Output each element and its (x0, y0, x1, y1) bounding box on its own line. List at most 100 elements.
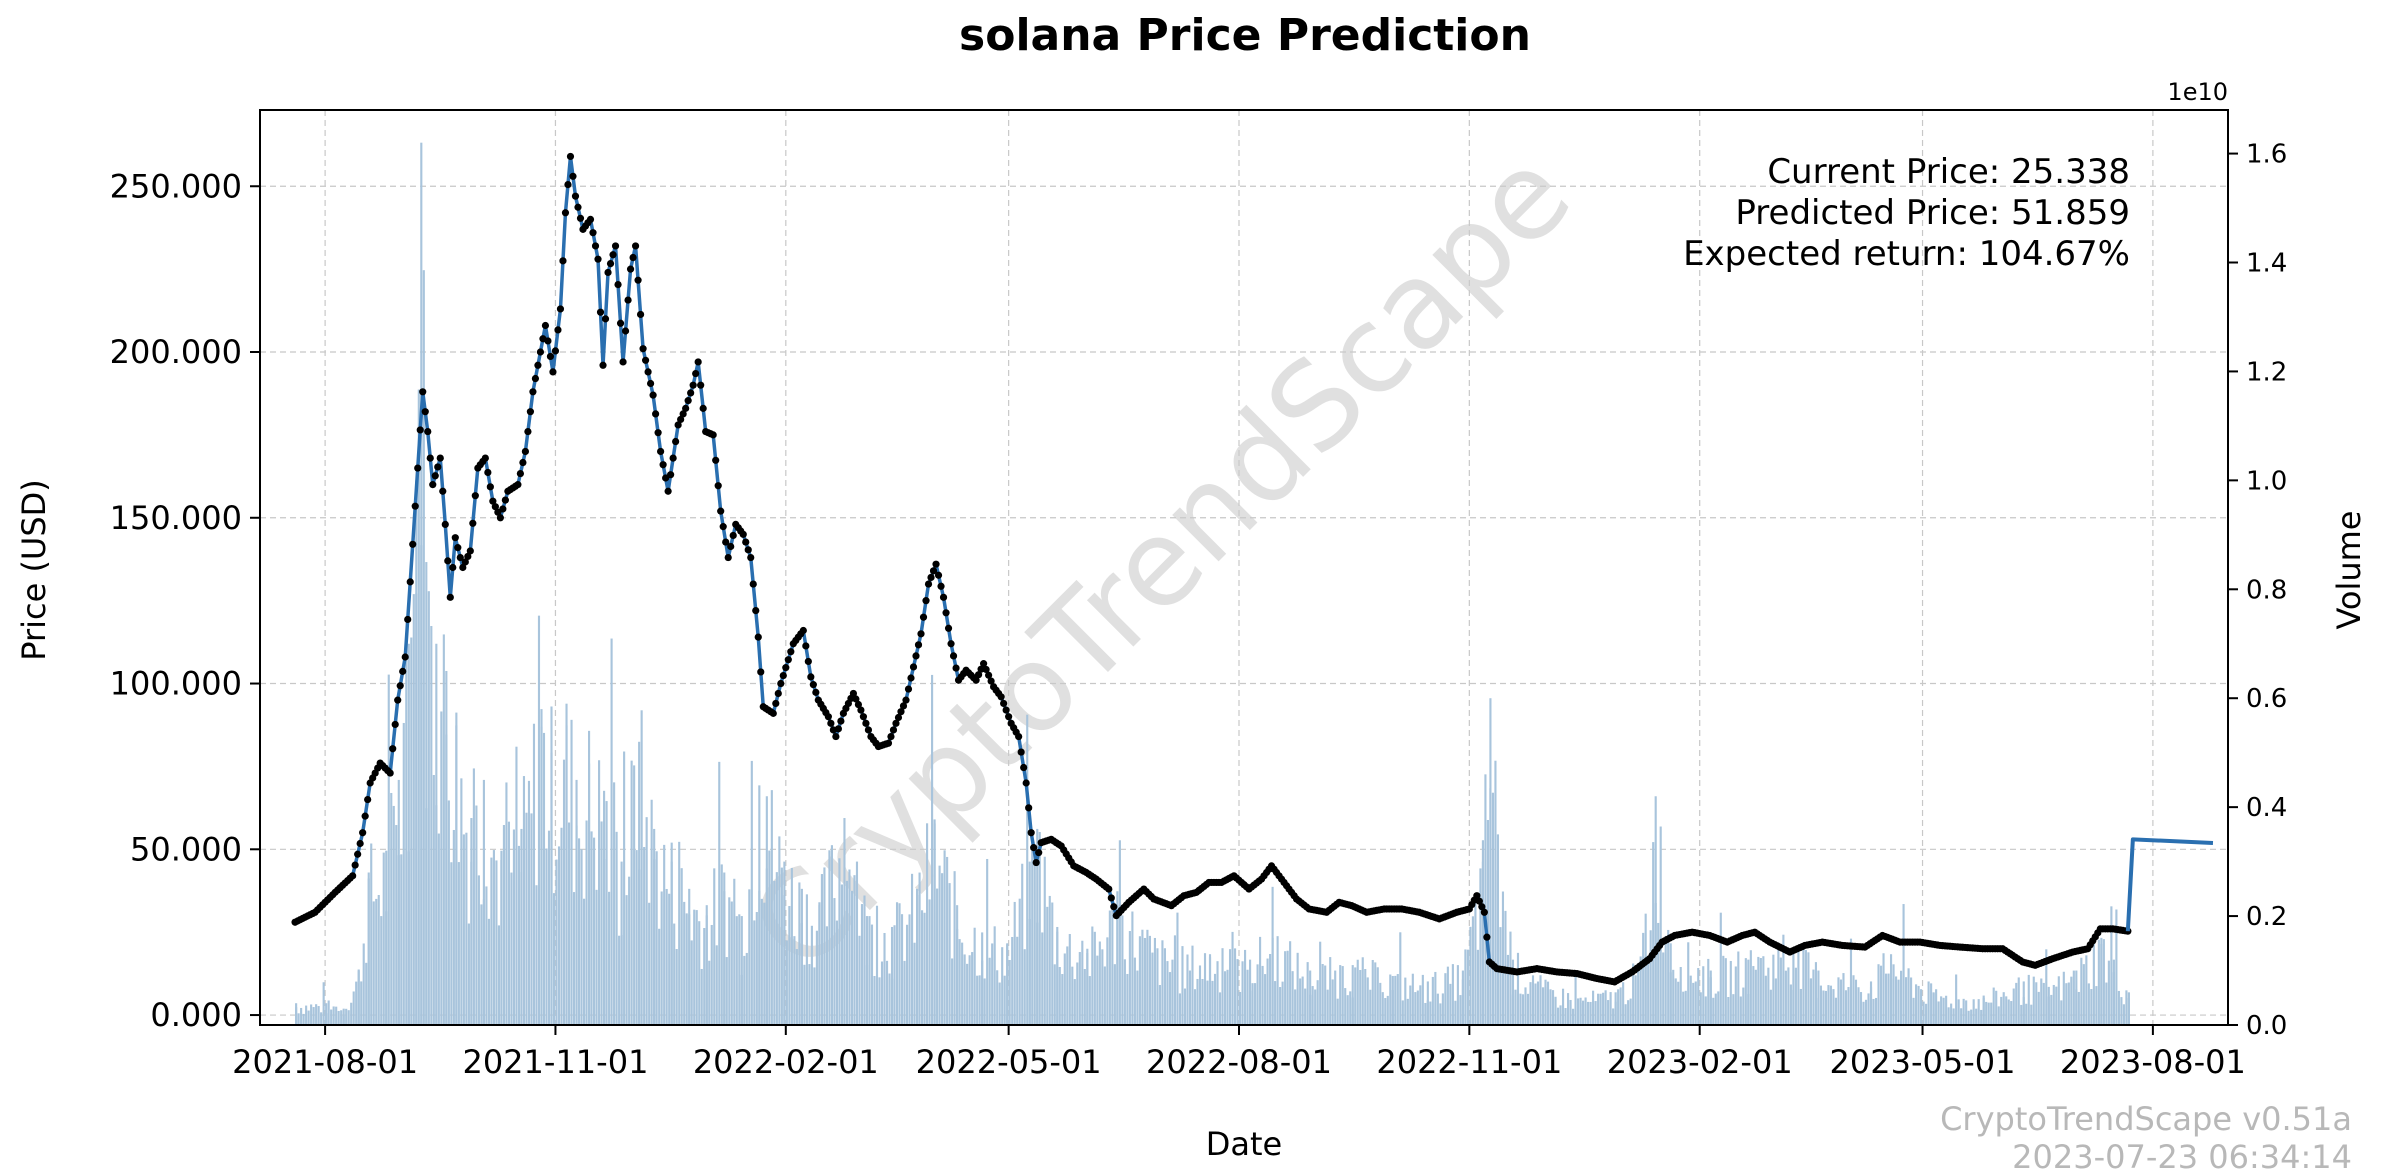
volume-bar (1707, 958, 1710, 1025)
volume-bar (1767, 967, 1770, 1025)
volume-bar (1699, 992, 1702, 1025)
volume-bar (1394, 975, 1397, 1025)
volume-bar (1086, 948, 1089, 1025)
x-axis-ticks: 2021-08-01 2021-11-01 2022-02-01 2022-05-01… (232, 1025, 2246, 1081)
volume-bar (1436, 993, 1439, 1025)
volume-bar (1950, 1003, 1953, 1025)
volume-bar (345, 1008, 348, 1025)
volume-bar (1201, 979, 1204, 1025)
volume-bar (572, 892, 576, 1025)
volume-bar (347, 1010, 350, 1025)
price-marker (531, 374, 540, 383)
volume-bar (971, 952, 974, 1025)
price-marker (621, 327, 630, 335)
price-marker (749, 580, 757, 588)
volume-bar (367, 872, 370, 1025)
volume-bar (1877, 964, 1880, 1025)
volume-bar (2065, 983, 2068, 1025)
volume-bar (610, 638, 613, 1025)
volume-bar (1321, 964, 1324, 1025)
volume-bar (295, 1003, 298, 1025)
volume-bar (778, 836, 781, 1025)
volume-bar (1739, 996, 1742, 1025)
volume-bar (562, 759, 566, 1025)
volume-bar (1188, 970, 1192, 1025)
volume-bar (956, 905, 959, 1025)
volume-bar (888, 973, 891, 1025)
volume-bar (1221, 948, 1224, 1025)
price-marker (784, 656, 792, 664)
volume-bar (2000, 996, 2003, 1025)
price-marker (514, 481, 522, 489)
volume-bar (1151, 952, 1154, 1025)
volume-bar (440, 711, 443, 1025)
volume-bar (1694, 981, 1697, 1025)
volume-bar (1381, 992, 1384, 1025)
volume-bar (625, 895, 628, 1025)
volume-bar (823, 867, 826, 1025)
price-marker (549, 368, 557, 376)
volume-bar (502, 825, 505, 1025)
volume-bar (1171, 959, 1174, 1025)
volume-bar (2080, 957, 2083, 1025)
price-marker (929, 567, 938, 575)
price-marker (985, 671, 993, 679)
price-marker (674, 421, 682, 429)
price-marker (757, 668, 765, 676)
volume-bar (1066, 946, 1069, 1025)
price-marker (529, 388, 537, 396)
chart-title: solana Price Prediction (959, 10, 1531, 61)
volume-bar (1264, 974, 1267, 1025)
volume-bar (1414, 992, 1417, 1025)
volume-bar (1006, 943, 1009, 1025)
volume-bar (833, 898, 836, 1025)
volume-bar (618, 935, 621, 1025)
price-marker (434, 463, 442, 471)
volume-bar (818, 905, 821, 1025)
volume-bar (2050, 994, 2053, 1025)
volume-bar (1033, 849, 1036, 1025)
volume-bar (1203, 953, 1207, 1025)
price-marker (521, 447, 530, 456)
volume-bar (1579, 997, 1582, 1025)
volume-bar (570, 719, 573, 1025)
volume-bar (898, 903, 901, 1025)
volume-bar (550, 752, 553, 1025)
volume-bar (1561, 988, 1565, 1025)
price-marker (431, 472, 439, 480)
volume-bar (893, 925, 896, 1025)
volume-bar (1541, 987, 1545, 1025)
price-marker (456, 553, 464, 562)
price-marker (1473, 892, 1481, 900)
annotation-predicted-price: Predicted Price: 51.859 (1735, 193, 2130, 233)
volume-bar (1261, 965, 1264, 1025)
volume-bar (1153, 937, 1156, 1025)
volume-bar (1256, 964, 1259, 1025)
volume-bar (1479, 868, 1482, 1025)
price-marker (712, 456, 720, 464)
volume-bar (452, 829, 455, 1025)
volume-bar (1274, 981, 1277, 1025)
volume-bar (1081, 940, 1084, 1025)
y2-axis-label: Volume (2330, 510, 2368, 629)
price-marker (699, 404, 707, 412)
volume-bar (828, 850, 831, 1025)
y2-axis-ticks: 0.0 0.2 0.4 0.6 0.8 1.0 1.2 1.4 1.6 (2228, 140, 2287, 1041)
y2-tick-label: 0.2 (2246, 902, 2287, 932)
volume-bar (843, 818, 846, 1025)
volume-bar (1752, 966, 1755, 1025)
volume-bar (1354, 967, 1357, 1025)
price-marker (349, 872, 357, 880)
volume-bar (993, 926, 996, 1025)
volume-bar (425, 562, 428, 1025)
volume-bar (1647, 962, 1650, 1025)
volume-bar (1386, 995, 1389, 1025)
volume-bar (1399, 932, 1402, 1025)
price-markers (291, 152, 2132, 986)
volume-bar (708, 960, 711, 1025)
volume-bar (1902, 904, 1905, 1025)
price-marker (884, 739, 893, 747)
volume-bar (1056, 926, 1059, 1025)
volume-bar (1960, 1008, 1963, 1025)
